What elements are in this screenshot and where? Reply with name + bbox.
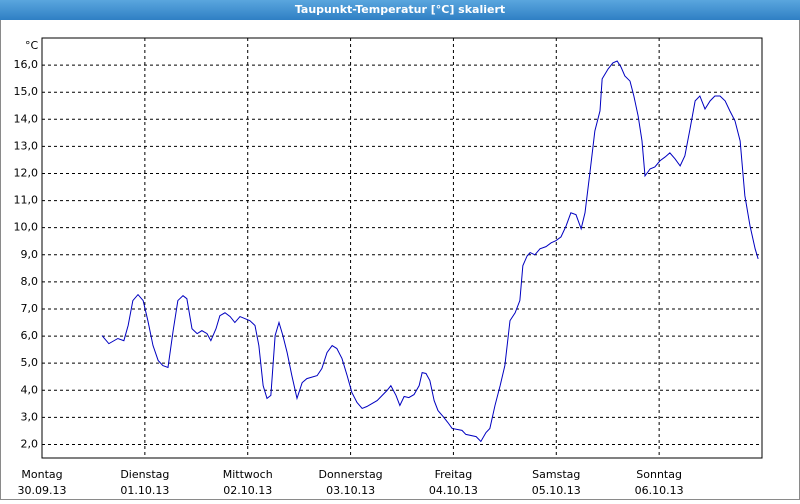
y-tick-label: 2,0 (21, 437, 39, 450)
y-tick-label: 8,0 (21, 275, 39, 288)
chart-title: Taupunkt-Temperatur [°C] skaliert (295, 3, 505, 16)
x-tick-date: 01.10.13 (120, 484, 169, 497)
plot-border (41, 37, 763, 459)
x-tick-date: 03.10.13 (326, 484, 375, 497)
x-tick-label: Dienstag (120, 468, 169, 481)
x-tick-label: Freitag (435, 468, 473, 481)
plot-area (42, 38, 762, 458)
line-series (101, 60, 759, 443)
y-tick-label: 3,0 (21, 410, 39, 423)
title-bar (0, 0, 800, 20)
x-tick-label: Montag (21, 468, 62, 481)
x-tick-date: 04.10.13 (429, 484, 478, 497)
x-tick-date: 06.10.13 (635, 484, 684, 497)
y-tick-label: 7,0 (21, 302, 39, 315)
y-tick-label: 9,0 (21, 248, 39, 261)
y-unit: °C (25, 39, 39, 52)
y-tick-label: 16,0 (14, 58, 39, 71)
x-tick-label: Mittwoch (223, 468, 273, 481)
x-tick-label: Donnerstag (318, 468, 382, 481)
y-tick-label: 15,0 (14, 85, 39, 98)
y-tick-label: 5,0 (21, 356, 39, 369)
y-tick-label: 4,0 (21, 383, 39, 396)
y-tick-label: 6,0 (21, 329, 39, 342)
x-tick-label: Samstag (532, 468, 580, 481)
x-tick-date: 05.10.13 (532, 484, 581, 497)
x-tick-label: Sonntag (636, 468, 682, 481)
y-tick-label: 13,0 (14, 139, 39, 152)
y-tick-label: 11,0 (14, 194, 39, 207)
x-tick-date: 30.09.13 (18, 484, 67, 497)
x-tick-date: 02.10.13 (223, 484, 272, 497)
y-tick-label: 14,0 (14, 112, 39, 125)
y-tick-label: 10,0 (14, 221, 39, 234)
y-tick-label: 12,0 (14, 166, 39, 179)
